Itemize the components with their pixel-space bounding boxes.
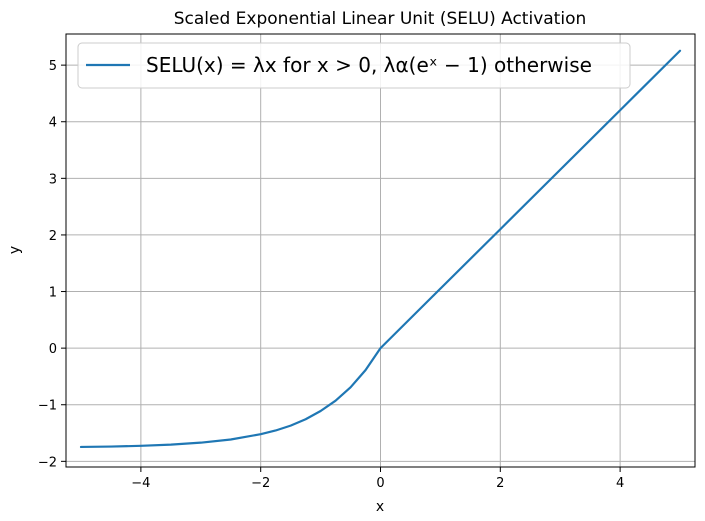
axis-ticks: −4 −2 0 2 4 −2 −1 0 1 2 3 4 5: [38, 59, 624, 491]
y-tick-label: 4: [49, 116, 57, 131]
legend-box: [77, 42, 631, 89]
series-layer: [79, 49, 682, 449]
legend-entry-selu: SELU(x) = λx for x > 0, λα(eˣ − 1) other…: [146, 53, 592, 77]
grid-lines: [66, 34, 695, 467]
series-line-selu: [79, 49, 682, 449]
x-tick-label: −2: [251, 476, 270, 491]
x-tick-label: 2: [496, 476, 504, 491]
y-tick-label: 0: [49, 342, 57, 357]
y-tick-label: −1: [38, 399, 57, 414]
y-tick-label: 5: [49, 59, 57, 74]
chart-title: Scaled Exponential Linear Unit (SELU) Ac…: [174, 9, 587, 29]
x-tick-label: 0: [376, 476, 384, 491]
x-tick-label: −4: [131, 476, 150, 491]
y-tick-label: −2: [38, 455, 57, 470]
y-tick-label: 2: [49, 229, 57, 244]
legend: SELU(x) = λx for x > 0, λα(eˣ − 1) other…: [77, 42, 631, 89]
x-tick-label: 4: [616, 476, 624, 491]
y-tick-label: 3: [49, 172, 57, 187]
y-tick-label: 1: [49, 286, 57, 301]
x-axis-label: x: [376, 499, 384, 515]
y-axis-label: y: [7, 246, 23, 254]
